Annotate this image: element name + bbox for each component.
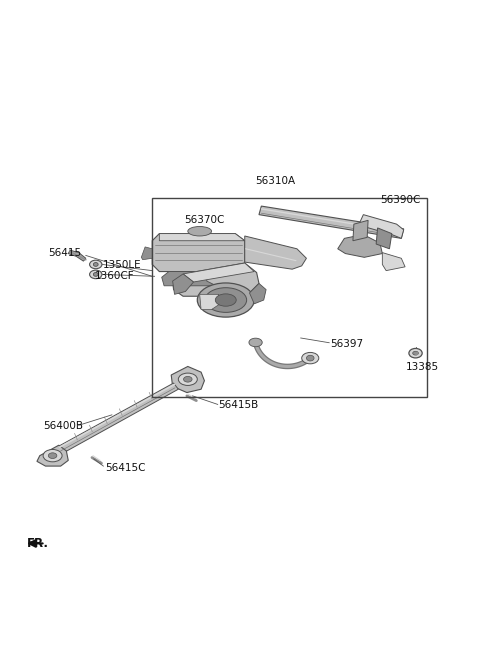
Polygon shape — [68, 250, 86, 261]
Polygon shape — [376, 228, 392, 249]
Ellipse shape — [249, 338, 262, 347]
Ellipse shape — [413, 351, 419, 355]
Text: 1360CF: 1360CF — [96, 271, 135, 281]
Polygon shape — [37, 445, 68, 466]
Text: 56400B: 56400B — [43, 420, 83, 431]
Polygon shape — [162, 271, 216, 286]
Text: FR.: FR. — [26, 537, 48, 550]
Ellipse shape — [197, 283, 254, 317]
Polygon shape — [353, 220, 368, 240]
Text: 56390C: 56390C — [380, 195, 420, 205]
Polygon shape — [141, 247, 152, 260]
Polygon shape — [159, 234, 245, 240]
Ellipse shape — [205, 288, 247, 312]
Polygon shape — [200, 294, 219, 309]
Ellipse shape — [94, 263, 98, 266]
Ellipse shape — [179, 373, 197, 386]
Text: 1350LE: 1350LE — [102, 260, 141, 270]
Text: 56370C: 56370C — [184, 215, 225, 225]
Polygon shape — [173, 263, 259, 296]
Text: 56310A: 56310A — [255, 176, 296, 186]
Ellipse shape — [183, 376, 192, 382]
Ellipse shape — [90, 270, 102, 279]
Polygon shape — [173, 274, 193, 294]
Polygon shape — [171, 367, 204, 392]
Ellipse shape — [302, 352, 319, 364]
Polygon shape — [183, 263, 254, 282]
Ellipse shape — [48, 453, 57, 459]
Polygon shape — [250, 283, 266, 304]
Polygon shape — [245, 236, 306, 269]
Ellipse shape — [188, 227, 212, 236]
Text: 13385: 13385 — [406, 362, 439, 372]
Ellipse shape — [306, 355, 314, 361]
Ellipse shape — [409, 348, 422, 358]
Polygon shape — [383, 252, 405, 271]
Ellipse shape — [94, 273, 98, 277]
Polygon shape — [259, 206, 404, 238]
Polygon shape — [59, 383, 179, 453]
Bar — [152, 198, 427, 397]
Polygon shape — [338, 235, 383, 258]
Polygon shape — [152, 234, 245, 271]
Text: 56397: 56397 — [330, 338, 363, 349]
Text: 56415B: 56415B — [219, 400, 259, 411]
Ellipse shape — [216, 294, 236, 306]
Text: 56415: 56415 — [48, 248, 81, 258]
Text: 56415C: 56415C — [105, 463, 145, 474]
Polygon shape — [359, 215, 404, 238]
Ellipse shape — [90, 260, 102, 269]
Ellipse shape — [43, 449, 62, 462]
